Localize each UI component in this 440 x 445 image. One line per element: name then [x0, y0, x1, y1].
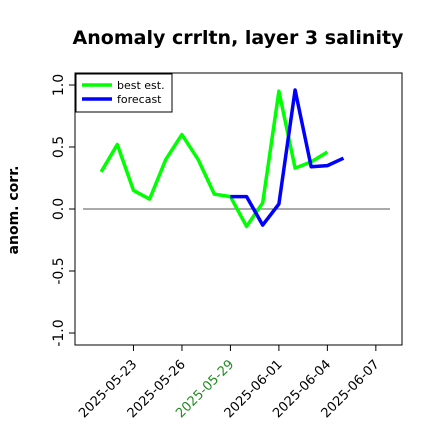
series-group — [99, 88, 345, 229]
y-axis: -1.0 -0.5 0.0 0.5 1.0 — [51, 74, 75, 347]
y-tick-label: 0.0 — [51, 198, 67, 220]
legend-label-1: forecast — [117, 93, 162, 106]
legend: best est.forecast — [75, 73, 173, 113]
y-tick-label: -0.5 — [51, 257, 67, 284]
legend-label-0: best est. — [117, 79, 165, 92]
legend-box — [75, 73, 173, 113]
y-tick-label: 0.5 — [51, 136, 67, 158]
y-tick-label: 1.0 — [51, 74, 67, 96]
chart-title: Anomaly crrltn, layer 3 salinity — [73, 27, 404, 49]
y-axis-label: anom. corr. — [6, 166, 22, 255]
series-line-0 — [99, 89, 329, 229]
x-axis: 2025-05-232025-05-262025-05-292025-06-01… — [76, 345, 383, 421]
y-tick-label: -1.0 — [51, 319, 67, 346]
series-line-1 — [230, 88, 345, 227]
